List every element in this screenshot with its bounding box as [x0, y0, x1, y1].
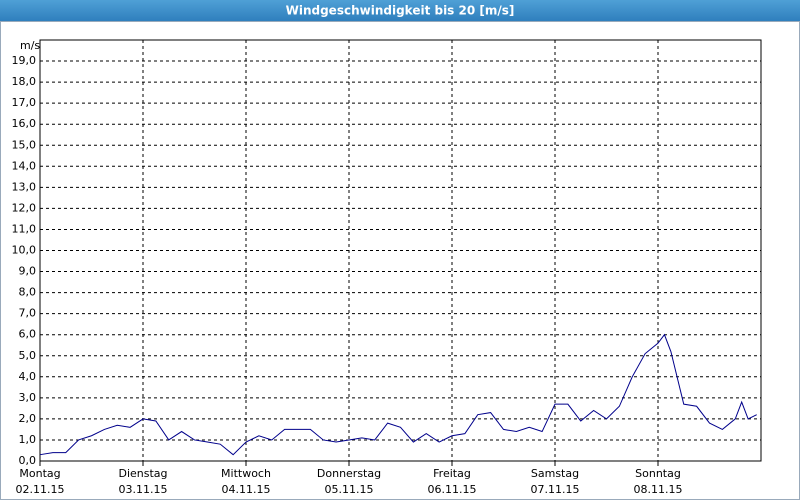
- title-bar: [0, 0, 800, 21]
- y-tick-label: 8,0: [19, 286, 37, 299]
- y-tick-label: 17,0: [12, 96, 37, 109]
- y-tick-label: 12,0: [12, 201, 37, 214]
- y-tick-label: 5,0: [19, 349, 37, 362]
- y-tick-label: 16,0: [12, 117, 37, 130]
- x-tick-date: 04.11.15: [222, 483, 271, 496]
- y-tick-label: 2,0: [19, 412, 37, 425]
- y-tick-label: 0,0: [19, 454, 37, 467]
- y-tick-label: 4,0: [19, 370, 37, 383]
- y-tick-label: 10,0: [12, 244, 37, 257]
- y-tick-label: 6,0: [19, 328, 37, 341]
- y-tick-label: 1,0: [19, 433, 37, 446]
- y-tick-label: 14,0: [12, 159, 37, 172]
- y-tick-label: 13,0: [12, 180, 37, 193]
- y-tick-label: 9,0: [19, 265, 37, 278]
- x-tick-date: 07.11.15: [531, 483, 580, 496]
- x-tick-label: Freitag: [433, 467, 471, 480]
- x-tick-label: Mittwoch: [221, 467, 271, 480]
- y-tick-label: 15,0: [12, 138, 37, 151]
- x-tick-date: 05.11.15: [325, 483, 374, 496]
- y-tick-label: 19,0: [12, 54, 37, 67]
- y-axis-label: m/s: [20, 39, 40, 52]
- chart-title: Windgeschwindigkeit bis 20 [m/s]: [286, 4, 515, 18]
- x-tick-label: Samstag: [531, 467, 579, 480]
- x-tick-date: 02.11.15: [16, 483, 65, 496]
- x-tick-label: Montag: [19, 467, 60, 480]
- y-tick-label: 11,0: [12, 222, 37, 235]
- y-tick-label: 7,0: [19, 307, 37, 320]
- x-tick-label: Dienstag: [118, 467, 167, 480]
- y-tick-label: 3,0: [19, 391, 37, 404]
- data-line: [39, 333, 757, 456]
- y-tick-label: 18,0: [12, 75, 37, 88]
- x-tick-label: Sonntag: [635, 467, 681, 480]
- x-tick-date: 08.11.15: [634, 483, 683, 496]
- x-tick-date: 06.11.15: [428, 483, 477, 496]
- x-tick-date: 03.11.15: [119, 483, 168, 496]
- x-tick-label: Donnerstag: [317, 467, 381, 480]
